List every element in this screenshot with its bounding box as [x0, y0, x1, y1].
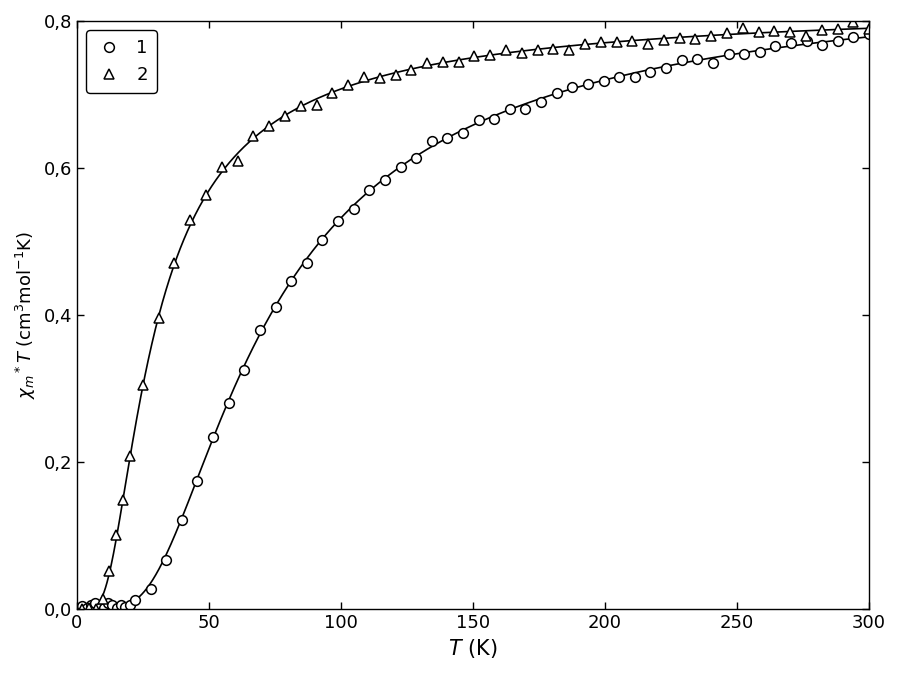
2 [343, 82, 354, 90]
1 [536, 98, 546, 106]
2 [848, 18, 859, 26]
1 [255, 326, 266, 334]
Line: 2: 2 [77, 17, 874, 614]
2 [124, 452, 135, 460]
1 [76, 602, 87, 610]
1 [192, 477, 202, 485]
1 [112, 605, 122, 613]
1 [864, 30, 875, 38]
2 [184, 216, 195, 224]
Y-axis label: $\chi_m$$\mathregular{^*}$$T$ (cm$^3$mol$^{-1}$K): $\chi_m$$\mathregular{^*}$$T$ (cm$^3$mol… [14, 231, 38, 399]
2 [832, 25, 843, 33]
2 [232, 157, 243, 165]
2 [90, 605, 101, 613]
1 [270, 303, 281, 311]
1 [124, 601, 135, 609]
2 [864, 25, 875, 33]
X-axis label: $\it{T}$ (K): $\it{T}$ (K) [448, 637, 498, 660]
1 [223, 399, 234, 407]
2 [76, 605, 87, 613]
2 [785, 28, 796, 36]
Line: 1: 1 [77, 29, 874, 613]
Legend: 1, 2: 1, 2 [86, 30, 157, 93]
